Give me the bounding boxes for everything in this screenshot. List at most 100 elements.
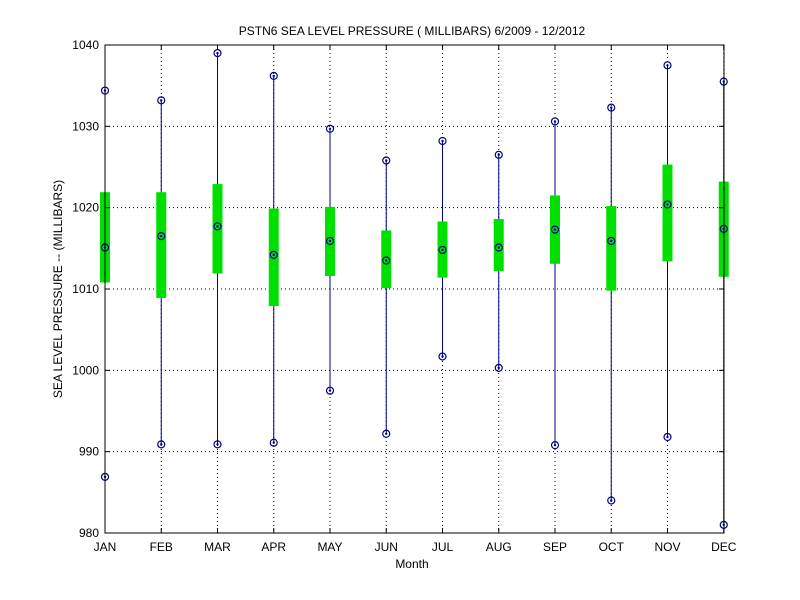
max-marker-dot — [497, 153, 500, 156]
month-box-oct — [606, 103, 617, 505]
max-marker — [663, 61, 672, 70]
min-marker — [663, 432, 672, 442]
x-tick-label: OCT — [599, 540, 625, 554]
mean-marker — [607, 236, 616, 246]
max-marker-dot — [610, 106, 613, 109]
mean-marker-dot — [272, 253, 275, 257]
min-marker-dot — [328, 389, 332, 392]
x-tick-label: AUG — [486, 540, 512, 554]
month-box-feb — [156, 96, 167, 449]
min-marker — [438, 352, 447, 361]
max-marker — [157, 96, 166, 105]
max-marker-dot — [272, 74, 275, 78]
mean-marker — [269, 250, 278, 259]
mean-marker-dot — [666, 203, 669, 206]
range-box — [493, 219, 504, 272]
mean-marker-dot — [441, 248, 444, 252]
min-marker-dot — [610, 499, 613, 502]
min-marker — [494, 363, 503, 372]
chart-title: PSTN6 SEA LEVEL PRESSURE ( MILLIBARS) 6/… — [239, 24, 586, 38]
range-box — [268, 208, 279, 307]
y-axis-label: SEA LEVEL PRESSURE -- (MILLIBARS) — [51, 180, 65, 398]
x-tick-label: FEB — [150, 540, 173, 554]
min-marker-dot — [272, 441, 275, 444]
max-marker-dot — [328, 127, 332, 130]
max-marker-dot — [553, 120, 557, 123]
max-marker — [325, 124, 335, 133]
max-marker — [438, 136, 447, 146]
mean-marker-dot — [610, 239, 613, 243]
range-box — [606, 206, 617, 291]
max-marker — [269, 71, 278, 81]
range-box — [212, 184, 223, 274]
range-box — [381, 230, 392, 289]
y-tick-label: 1040 — [72, 38, 99, 52]
month-box-jun — [381, 156, 392, 438]
mean-marker-dot — [553, 228, 557, 231]
x-axis-label: Month — [395, 557, 428, 571]
max-marker — [607, 103, 616, 112]
month-box-sep — [550, 117, 560, 450]
mean-marker — [550, 225, 560, 234]
month-box-nov — [662, 61, 673, 442]
month-box-jul — [437, 136, 448, 361]
mean-marker — [382, 256, 391, 265]
x-tick-label: JUL — [432, 540, 454, 554]
min-marker-dot — [666, 435, 669, 439]
max-marker-dot — [441, 139, 444, 143]
range-box — [156, 192, 167, 298]
mean-marker — [438, 245, 447, 255]
x-tick-label: APR — [261, 540, 286, 554]
max-marker — [494, 150, 503, 159]
max-marker — [382, 156, 391, 165]
x-tick-label: JUN — [375, 540, 398, 554]
x-tick-label: MAY — [317, 540, 342, 554]
min-marker — [607, 496, 616, 505]
mean-marker-dot — [160, 234, 163, 238]
y-tick-label: 1000 — [72, 363, 99, 377]
max-marker-dot — [385, 159, 388, 162]
max-marker-dot — [160, 99, 163, 102]
mean-marker-dot — [497, 246, 500, 249]
min-marker — [157, 440, 166, 449]
x-tick-label: MAR — [204, 540, 231, 554]
min-marker-dot — [385, 432, 388, 435]
y-tick-label: 1010 — [72, 282, 99, 296]
month-box-aug — [493, 150, 504, 372]
mean-marker — [213, 222, 222, 231]
min-marker-dot — [497, 366, 500, 370]
x-tick-label: DEC — [711, 540, 737, 554]
y-tick-label: 990 — [79, 445, 99, 459]
min-marker — [382, 429, 391, 438]
min-marker — [325, 386, 335, 395]
mean-marker — [157, 232, 166, 241]
min-marker-dot — [216, 443, 219, 446]
min-marker-dot — [553, 443, 557, 447]
max-marker-dot — [666, 64, 669, 67]
x-tick-label: NOV — [654, 540, 680, 554]
min-marker — [550, 441, 560, 450]
mean-marker-dot — [216, 225, 219, 228]
mean-marker-dot — [385, 259, 388, 262]
max-marker-dot — [216, 51, 219, 55]
min-marker-dot — [160, 443, 163, 446]
x-tick-label: SEP — [543, 540, 567, 554]
y-tick-label: 1030 — [72, 119, 99, 133]
range-box — [662, 164, 673, 262]
x-tick-label: JAN — [94, 540, 117, 554]
y-tick-label: 980 — [79, 526, 99, 540]
month-box-mar — [212, 49, 223, 449]
month-box-apr — [268, 71, 279, 447]
y-tick-label: 1020 — [72, 201, 99, 215]
mean-marker — [325, 236, 335, 246]
mean-marker — [663, 200, 672, 209]
ticks-layer: 980 990 1000 1010 1020 1030 1040 JAN FEB MAR APR MA… — [72, 38, 736, 554]
mean-marker-dot — [328, 239, 332, 243]
min-marker — [213, 440, 222, 449]
min-marker-dot — [441, 355, 444, 358]
min-marker — [269, 438, 278, 447]
month-box-may — [325, 124, 335, 395]
